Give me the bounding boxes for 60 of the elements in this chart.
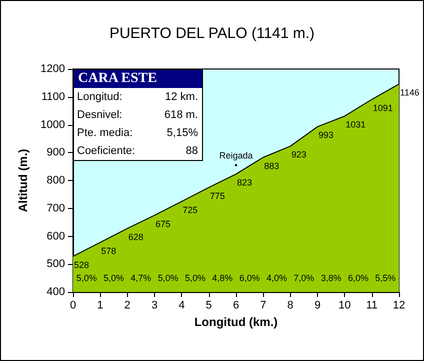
x-tick-label: 4 [178,300,185,312]
y-tick-label: 1100 [41,90,65,103]
data-label: 675 [156,218,171,229]
y-tick-label: 400 [46,286,65,298]
annotation: 6,0% [239,273,260,284]
data-label: 993 [318,130,334,140]
annotation: CARA ESTE [74,70,202,88]
annotation: 4,8% [212,273,233,284]
x-tick-label: 8 [287,300,294,312]
y-tick-label: 600 [46,230,65,242]
annotation: 12 km. [164,90,198,105]
x-tick-label: 5 [206,300,212,312]
data-label: 578 [101,246,116,256]
annotation: 5,15% [166,126,198,141]
data-label: 923 [291,150,306,160]
data-label: 1031 [346,120,366,130]
y-tick-label: 900 [46,146,65,159]
x-tick-label: 7 [260,300,266,312]
annotation: 6,0% [348,273,369,284]
annotation: 5,5% [375,273,396,284]
annotation: 88 [186,144,198,159]
annotation: Desnivel: [77,108,122,123]
annotation: 618 m. [164,108,198,123]
x-tick-label: 9 [314,300,321,312]
annotation: 4,0% [266,273,288,284]
x-tick-label: 3 [151,300,158,312]
data-label: 1146 [400,88,420,98]
annotation: 5,0% [184,273,206,284]
annotation: Reigada [219,150,253,161]
x-tick-label: 1 [97,300,104,312]
annotation: Pte. media: [77,126,133,141]
data-label: 725 [182,204,198,215]
annotation: Longitud: [77,90,122,105]
y-tick-label: 1000 [40,118,65,131]
x-tick-label: 6 [232,300,240,312]
data-label: 883 [264,160,280,171]
data-label: 528 [74,260,90,270]
y-axis-title: Altitud (m.) [16,148,30,212]
x-tick-label: 11 [366,300,378,312]
data-label: 775 [210,190,225,201]
x-tick-label: 2 [124,300,130,312]
y-tick-label: 1200 [40,63,65,75]
x-tick-label: 0 [70,300,76,312]
annotation: 3,8% [320,273,342,284]
x-tick-label: 10 [338,300,351,312]
annotation: 5,0% [158,273,178,284]
y-tick-label: 500 [46,258,65,270]
data-label: 628 [128,232,144,242]
annotation: 4,7% [130,273,152,284]
y-tick-label: 800 [46,174,65,186]
data-label: 823 [237,178,252,188]
annotation: Coeficiente: [77,144,136,159]
x-axis-title: Longitud (km.) [194,315,278,329]
data-label: 1091 [372,102,393,113]
x-tick-label: 12 [392,300,406,312]
y-tick-label: 700 [46,202,65,214]
annotation: 5,0% [103,273,124,284]
annotation: 5,0% [76,273,97,284]
chart-title: PUERTO DEL PALO (1141 m.) [109,25,315,42]
annotation: 7,0% [294,273,314,284]
